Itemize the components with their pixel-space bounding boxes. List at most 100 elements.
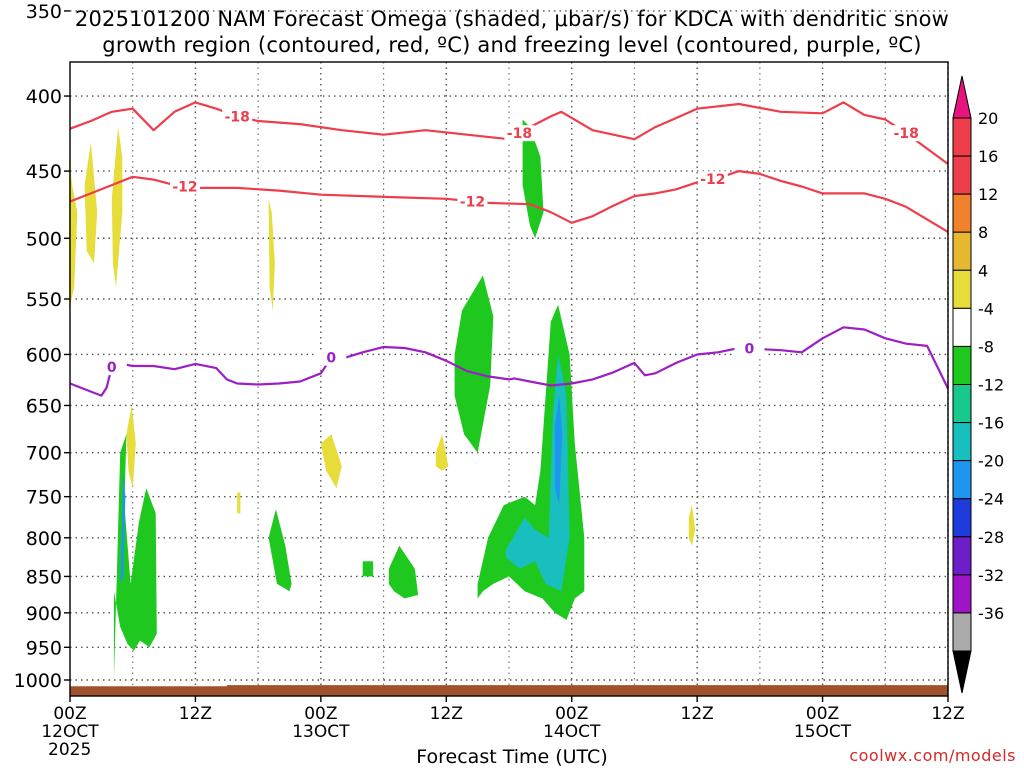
omega-negative-region (505, 354, 570, 592)
omega-positive-region (320, 434, 342, 489)
x-tick-label: 00Z (806, 704, 839, 724)
y-axis: 2503003504004505005506006507007508008509… (14, 1, 70, 692)
chart-title-line-1: 2025101200 NAM Forecast Omega (shaded, μ… (74, 7, 950, 31)
y-tick-label: 1000 (14, 670, 62, 692)
colorbar-bin (952, 460, 972, 500)
x-axis-title: Forecast Time (UTC) (416, 746, 608, 768)
omega-negative-region (522, 119, 544, 239)
colorbar-bin (952, 345, 972, 385)
x-tick-label: 00Z (53, 704, 86, 724)
x-tick-year-label: 2025 (48, 740, 91, 760)
x-tick-label: 12Z (430, 704, 463, 724)
x-tick-label: 12Z (931, 704, 964, 724)
colorbar-bin (952, 231, 972, 271)
colorbar: 20 16 12 8 4 -4 -8 -12 -16 -20 -24 -28 -32 -36 (952, 75, 1004, 694)
grid-lines (70, 10, 949, 696)
y-tick-label: 850 (26, 566, 62, 588)
colorbar-label: -28 (978, 528, 1004, 547)
colorbar-label: -36 (978, 604, 1004, 623)
y-tick-label: 600 (26, 344, 62, 366)
omega-positive-region (435, 434, 449, 471)
x-tick-date-label: 15OCT (794, 722, 852, 742)
y-tick-label: 500 (26, 228, 62, 250)
omega-negative-region (120, 470, 126, 584)
y-tick-label: 800 (26, 528, 62, 550)
y-tick-label: 400 (26, 86, 62, 108)
contour-label: 0 (326, 351, 336, 367)
colorbar-label: -32 (978, 566, 1004, 585)
y-tick-label: 650 (26, 395, 62, 417)
colorbar-label: 8 (978, 223, 988, 242)
contour-label: -12 (700, 172, 725, 188)
contour-label-bg (222, 108, 253, 125)
colorbar-label: 20 (978, 109, 998, 128)
omega-negative-region (362, 561, 374, 577)
chart-title-line-2: growth region (contoured, red, ºC) and f… (102, 33, 922, 57)
y-tick-label: 900 (26, 603, 62, 625)
y-tick-label: 750 (26, 487, 62, 509)
colorbar-label: 16 (978, 147, 998, 166)
contour-label: -18 (225, 109, 250, 125)
omega-positive-region (111, 127, 123, 288)
x-tick-label: 12Z (681, 704, 714, 724)
plot-frame (69, 61, 949, 697)
x-tick-date-label: 12OCT (41, 722, 99, 742)
y-tick-label: 550 (26, 289, 62, 311)
x-tick-label: 00Z (555, 704, 588, 724)
colorbar-bin (952, 193, 972, 233)
colorbar-bottom-arrow (952, 650, 972, 694)
x-tick-label: 00Z (304, 704, 337, 724)
x-tick-date-label: 14OCT (543, 722, 601, 742)
contour-line-0 (69, 326, 949, 397)
colorbar-bin (952, 307, 972, 347)
omega-positive-region (126, 405, 136, 489)
contour-label: -12 (172, 180, 197, 196)
contour-label-bg (734, 340, 765, 357)
colorbar-bin (952, 117, 972, 157)
contour-label: -18 (507, 126, 532, 142)
contour-label-bg (316, 349, 347, 366)
colorbar-bin (952, 498, 972, 538)
omega-negative-region (454, 275, 494, 453)
y-tick-label: 450 (26, 161, 62, 183)
contour-label-bg (96, 359, 127, 376)
omega-positive-region (84, 142, 98, 264)
chart-title: 2025101200 NAM Forecast Omega (shaded, μ… (0, 6, 1024, 58)
omega-negative-region (555, 395, 563, 506)
colorbar-bin (952, 155, 972, 195)
colorbar-label: -16 (978, 414, 1004, 433)
colorbar-label: -12 (978, 376, 1004, 395)
x-tick-label: 12Z (179, 704, 212, 724)
contour-label-bg (504, 125, 535, 142)
colorbar-bin (952, 422, 972, 462)
colorbar-bin (952, 612, 972, 652)
x-tick-date-label: 13OCT (292, 722, 350, 742)
colorbar-label: -4 (978, 299, 994, 318)
contour-label-bg (457, 193, 488, 210)
omega-positive-region (237, 492, 241, 514)
colorbar-bin (952, 269, 972, 309)
y-tick-label: 950 (26, 637, 62, 659)
omega-negative-region (388, 545, 419, 599)
omega-positive-region (69, 156, 78, 311)
omega-positive-region (688, 505, 696, 546)
y-tick-label: 700 (26, 443, 62, 465)
contour-label: -12 (460, 194, 485, 210)
contour-label-bg (697, 171, 728, 188)
colorbar-bin (952, 384, 972, 424)
colorbar-label: -8 (978, 337, 994, 356)
omega-negative-region (268, 509, 292, 592)
surface-terrain (70, 685, 948, 696)
colorbar-bin (952, 536, 972, 576)
colorbar-label: -24 (978, 490, 1004, 509)
contour-label-bg (891, 125, 922, 142)
colorbar-top-arrow (952, 75, 972, 119)
colorbar-label: -20 (978, 452, 1004, 471)
omega-positive-region (268, 198, 275, 311)
y-tick-label: 350 (26, 1, 62, 23)
contour-label: 0 (745, 342, 755, 358)
contour-label: 0 (107, 360, 117, 376)
contour-label-bg (169, 178, 200, 195)
